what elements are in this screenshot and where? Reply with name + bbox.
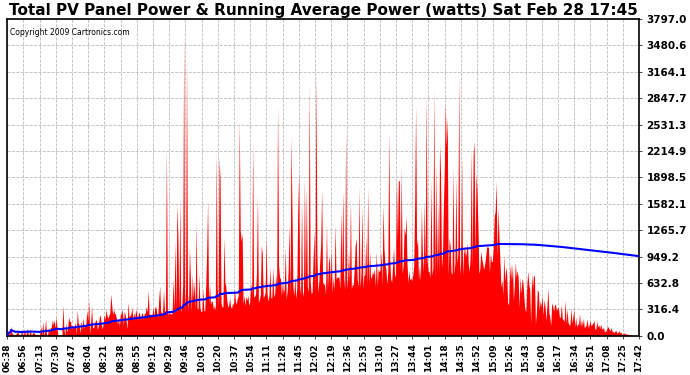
Text: Copyright 2009 Cartronics.com: Copyright 2009 Cartronics.com [10, 28, 130, 38]
Title: Total PV Panel Power & Running Average Power (watts) Sat Feb 28 17:45: Total PV Panel Power & Running Average P… [9, 3, 638, 18]
